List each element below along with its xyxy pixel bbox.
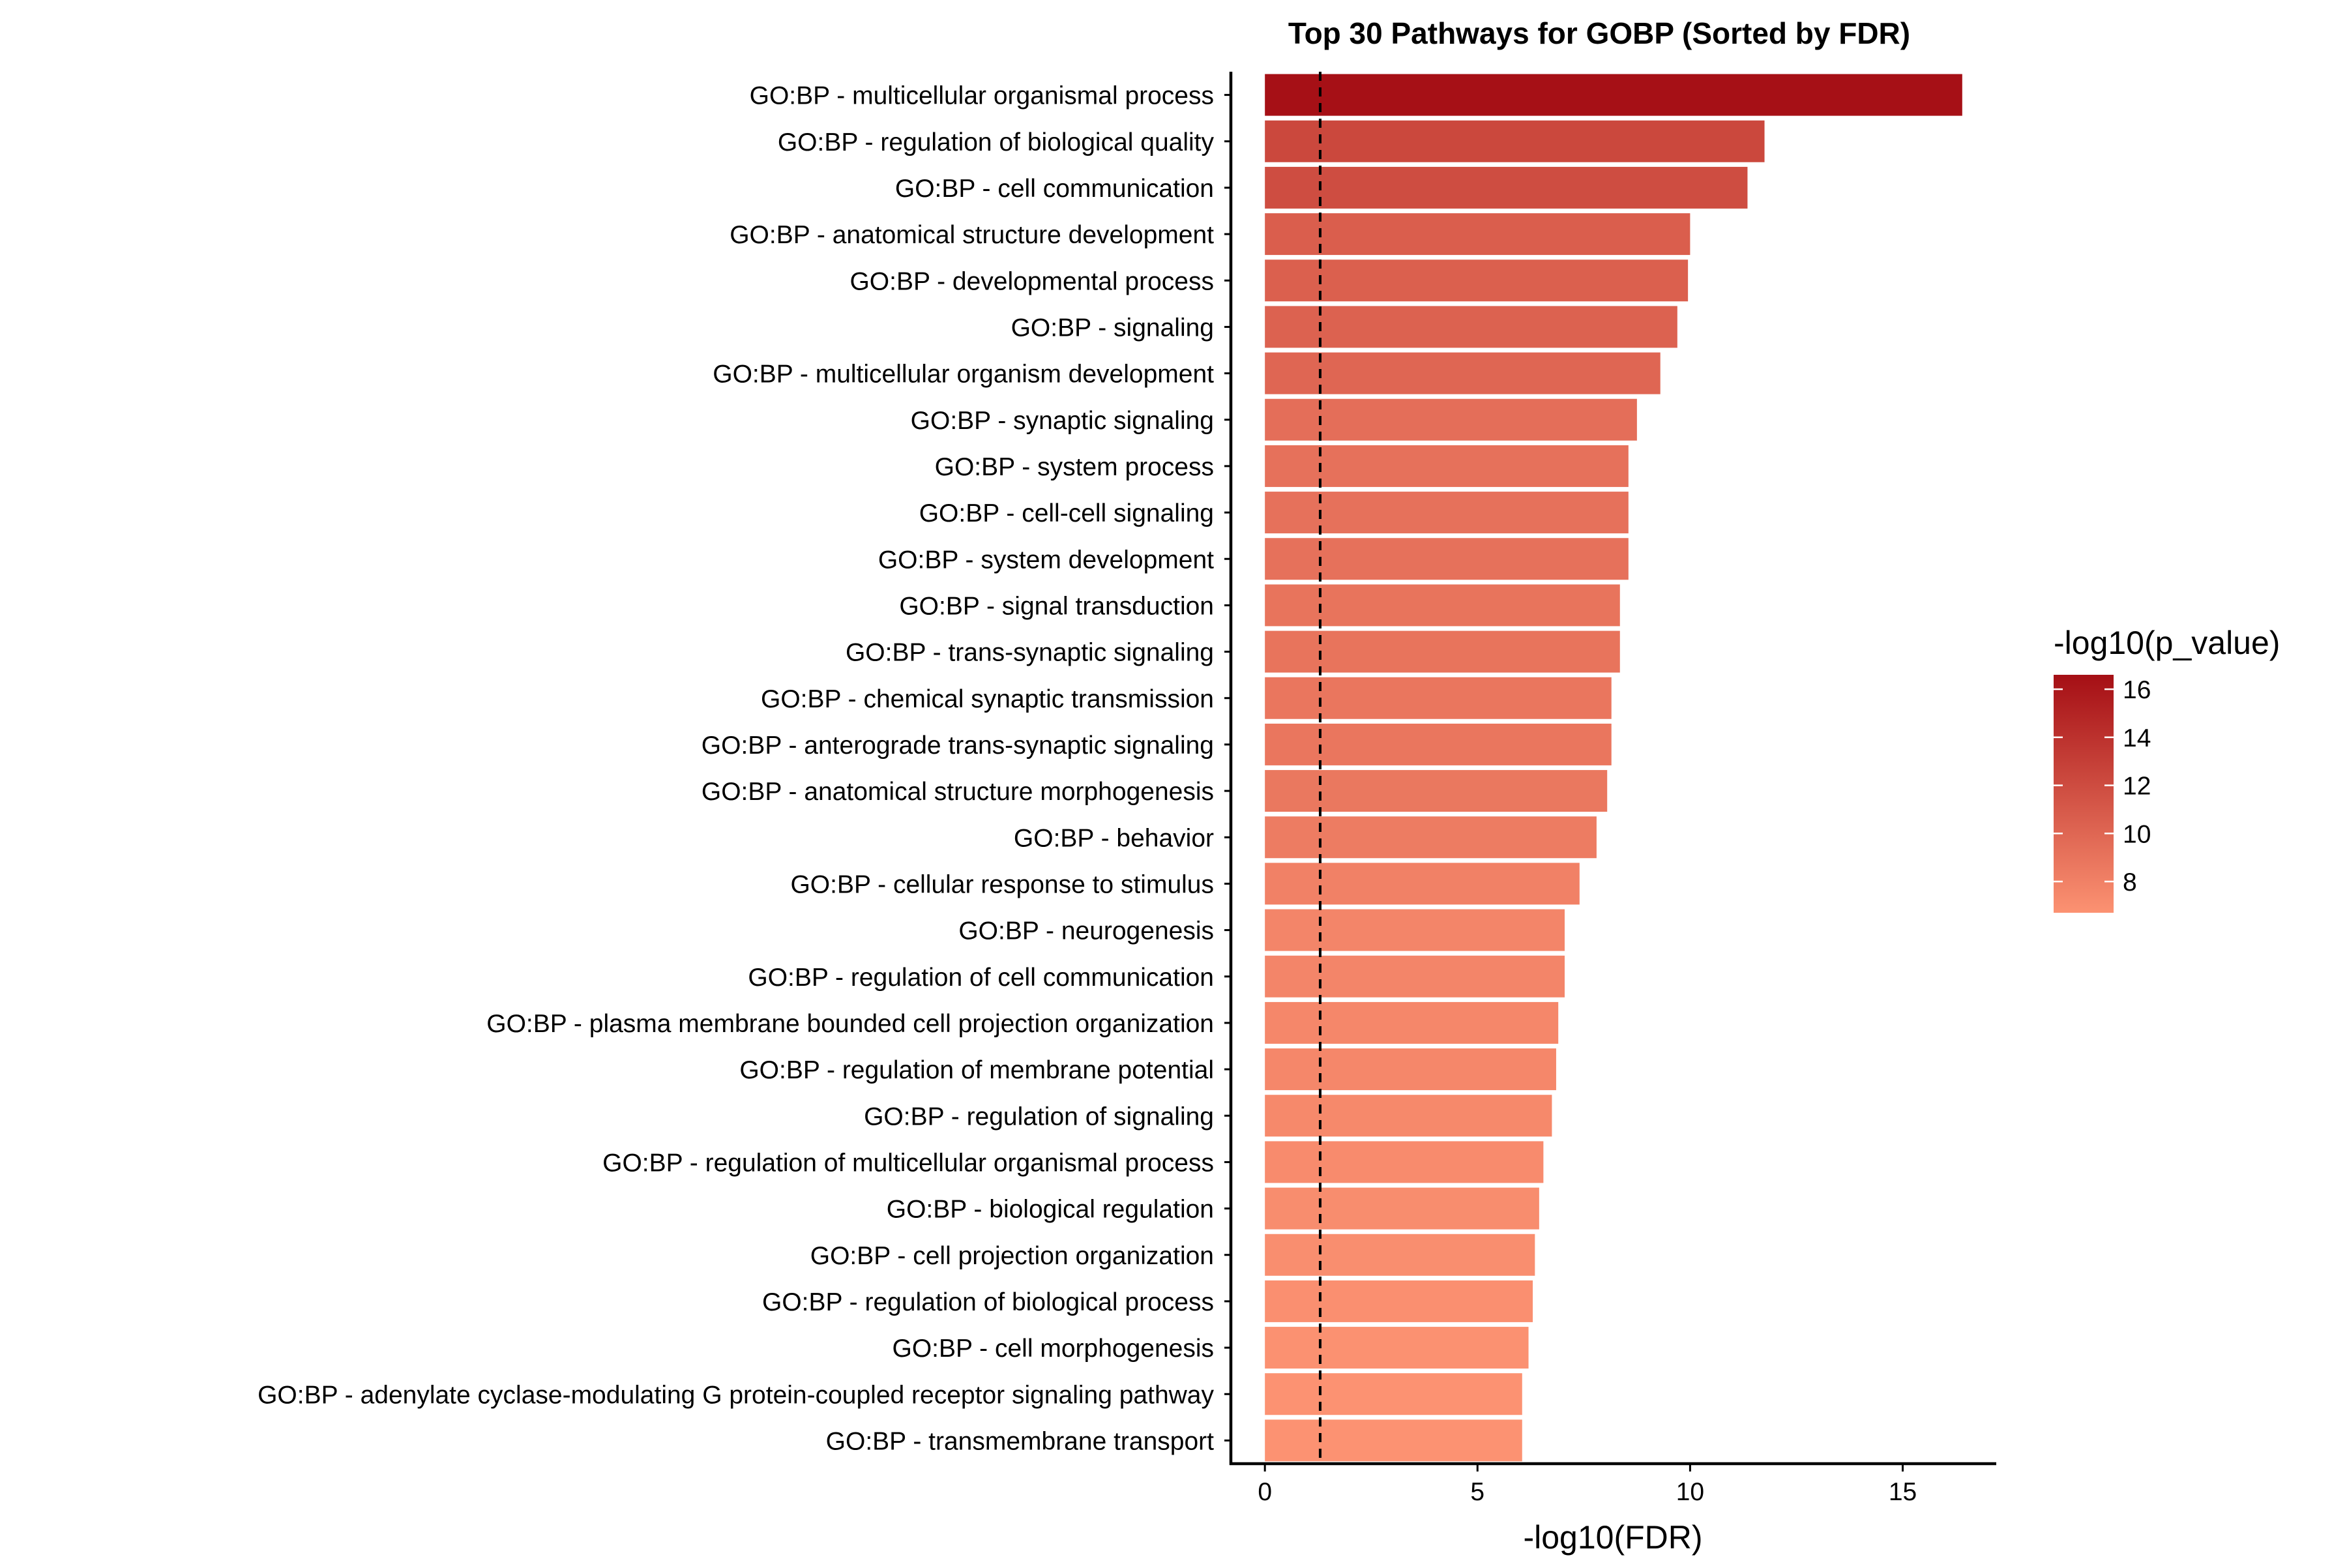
bar [1265, 1048, 1556, 1091]
bar [1265, 1373, 1522, 1415]
bar [1265, 538, 1629, 580]
category-label: GO:BP - anterograde trans-synaptic signa… [701, 732, 1214, 760]
category-label: GO:BP - adenylate cyclase-modulating G p… [258, 1381, 1214, 1409]
bar [1265, 492, 1629, 534]
bar [1265, 352, 1661, 394]
bar [1265, 259, 1689, 302]
category-label: GO:BP - regulation of membrane potential [739, 1056, 1214, 1084]
category-label: GO:BP - cell communication [895, 175, 1214, 203]
category-label: GO:BP - transmembrane transport [826, 1427, 1215, 1455]
legend-tick-label: 10 [2123, 820, 2151, 848]
category-label: GO:BP - system development [878, 546, 1214, 574]
bar [1265, 677, 1612, 719]
bar [1265, 630, 1620, 673]
bar [1265, 816, 1597, 859]
legend-tick-label: 14 [2123, 724, 2151, 752]
legend-title: -log10(p_value) [2054, 625, 2280, 661]
bar [1265, 1001, 1559, 1044]
bar [1265, 1141, 1544, 1183]
category-label: GO:BP - regulation of cell communication [748, 964, 1214, 992]
category-label: GO:BP - anatomical structure morphogenes… [701, 778, 1214, 806]
bar [1265, 306, 1677, 348]
bar [1265, 1327, 1529, 1369]
bars-layer [1265, 74, 1962, 1462]
x-tick-label: 15 [1889, 1478, 1917, 1506]
category-label: GO:BP - system process [935, 453, 1214, 481]
category-label: GO:BP - multicellular organism developme… [713, 361, 1214, 389]
category-label: GO:BP - cell morphogenesis [893, 1335, 1215, 1363]
category-label: GO:BP - regulation of biological quality [778, 128, 1215, 156]
bar [1265, 1095, 1552, 1137]
category-label: GO:BP - cell-cell signaling [919, 499, 1214, 527]
x-tick-label: 0 [1258, 1478, 1272, 1506]
bar [1265, 1280, 1533, 1322]
category-label: GO:BP - cellular response to stimulus [790, 870, 1214, 898]
legend-tick-label: 8 [2123, 868, 2137, 896]
bar [1265, 213, 1690, 256]
category-label: GO:BP - plasma membrane bounded cell pro… [486, 1010, 1214, 1038]
bar [1265, 863, 1580, 905]
bar [1265, 1419, 1522, 1462]
category-label: GO:BP - behavior [1014, 824, 1214, 852]
category-label: GO:BP - synaptic signaling [911, 407, 1214, 435]
x-axis-ticks: 0 5 10 15 [1258, 1464, 1917, 1506]
bar [1265, 909, 1565, 951]
category-label: GO:BP - neurogenesis [958, 917, 1214, 945]
category-label: GO:BP - multicellular organismal process [750, 82, 1214, 110]
category-labels: GO:BP - multicellular organismal process… [258, 82, 1231, 1455]
legend-tick-label: 12 [2123, 773, 2151, 801]
x-tick-label: 5 [1470, 1478, 1484, 1506]
category-label: GO:BP - regulation of biological process [762, 1288, 1214, 1316]
legend-ticks: 8 10 12 14 16 [2054, 676, 2151, 896]
category-label: GO:BP - regulation of signaling [864, 1102, 1214, 1131]
bar [1265, 1187, 1539, 1230]
bar [1265, 770, 1608, 812]
legend-colorbar [2054, 675, 2114, 913]
bar [1265, 445, 1629, 487]
category-label: GO:BP - signal transduction [899, 592, 1214, 620]
category-label: GO:BP - developmental process [849, 267, 1214, 295]
category-label: GO:BP - regulation of multicellular orga… [602, 1149, 1214, 1177]
category-label: GO:BP - biological regulation [887, 1196, 1214, 1224]
category-label: GO:BP - anatomical structure development [730, 221, 1214, 249]
bar [1265, 74, 1962, 116]
bar [1265, 955, 1565, 998]
category-label: GO:BP - chemical synaptic transmission [761, 685, 1214, 713]
category-label: GO:BP - trans-synaptic signaling [846, 639, 1214, 667]
bar [1265, 398, 1637, 441]
bar [1265, 723, 1612, 765]
x-axis-title: -log10(FDR) [1523, 1519, 1702, 1556]
x-tick-label: 10 [1676, 1478, 1704, 1506]
bar [1265, 584, 1620, 627]
category-label: GO:BP - cell projection organization [810, 1242, 1214, 1270]
bar [1265, 120, 1765, 162]
legend-tick-label: 16 [2123, 676, 2151, 704]
chart-title: Top 30 Pathways for GOBP (Sorted by FDR) [1288, 16, 1910, 50]
bar [1265, 1234, 1535, 1276]
category-label: GO:BP - signaling [1011, 314, 1214, 342]
bar [1265, 166, 1748, 209]
